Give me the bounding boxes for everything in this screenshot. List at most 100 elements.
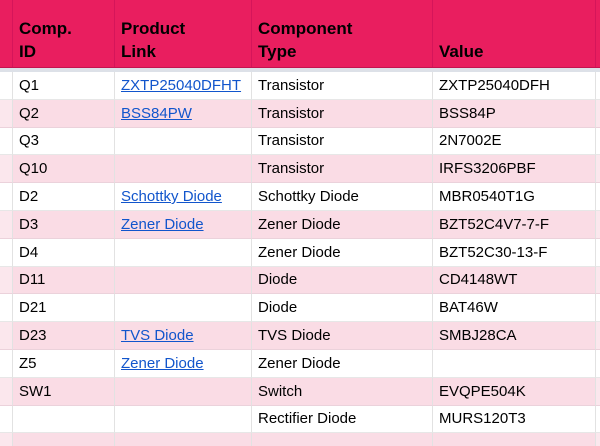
- cell-comp-id[interactable]: [13, 405, 115, 434]
- cell-component-type[interactable]: Diode: [252, 266, 433, 295]
- product-link[interactable]: ZXTP25040DFHT: [121, 76, 242, 94]
- cell-value[interactable]: CD4148WT: [433, 266, 596, 295]
- row-sliver-right[interactable]: [596, 238, 600, 267]
- row-sliver-left[interactable]: [0, 433, 13, 446]
- row-sliver-left[interactable]: [0, 155, 13, 184]
- cell-product-link[interactable]: ZXTP25040DFHT: [115, 72, 252, 100]
- cell-product-link[interactable]: [115, 266, 252, 295]
- row-sliver-right[interactable]: [596, 99, 600, 128]
- row-sliver-right[interactable]: [596, 266, 600, 295]
- product-link[interactable]: BSS84PW: [121, 104, 192, 122]
- cell-value[interactable]: 2N7002E: [433, 127, 596, 156]
- cell-comp-id[interactable]: D4: [13, 238, 115, 267]
- cell-product-link[interactable]: [115, 155, 252, 184]
- row-sliver-right[interactable]: [596, 155, 600, 184]
- cell-component-type[interactable]: [252, 433, 433, 446]
- header-component-type[interactable]: Component Type: [252, 0, 433, 67]
- cell-comp-id[interactable]: D3: [13, 210, 115, 239]
- cell-comp-id[interactable]: [13, 433, 115, 446]
- cell-product-link[interactable]: [115, 433, 252, 446]
- cell-comp-id[interactable]: D21: [13, 294, 115, 323]
- cell-value[interactable]: EVQPE504K: [433, 377, 596, 406]
- cell-component-type[interactable]: Diode: [252, 294, 433, 323]
- cell-component-type[interactable]: Zener Diode: [252, 238, 433, 267]
- cell-value[interactable]: [433, 349, 596, 378]
- product-link[interactable]: Zener Diode: [121, 354, 204, 372]
- row-sliver-right[interactable]: [596, 322, 600, 350]
- cell-component-type[interactable]: Rectifier Diode: [252, 405, 433, 434]
- row-sliver-right[interactable]: [596, 127, 600, 156]
- cell-value[interactable]: IRFS3206PBF: [433, 155, 596, 184]
- cell-product-link[interactable]: [115, 405, 252, 434]
- cell-component-type[interactable]: Switch: [252, 377, 433, 406]
- cell-product-link[interactable]: [115, 377, 252, 406]
- row-sliver-left[interactable]: [0, 127, 13, 156]
- cell-comp-id[interactable]: D11: [13, 266, 115, 295]
- cell-comp-id[interactable]: D23: [13, 322, 115, 350]
- cell-comp-id[interactable]: SW1: [13, 377, 115, 406]
- table-row: D2 Schottky Diode Schottky Diode MBR0540…: [0, 183, 600, 211]
- table-row: D23 TVS Diode TVS Diode SMBJ28CA: [0, 322, 600, 350]
- row-sliver-right[interactable]: [596, 294, 600, 323]
- cell-product-link[interactable]: Schottky Diode: [115, 183, 252, 211]
- row-sliver-left[interactable]: [0, 322, 13, 350]
- cell-value[interactable]: BZT52C30-13-F: [433, 238, 596, 267]
- row-sliver-left[interactable]: [0, 99, 13, 128]
- product-link[interactable]: Zener Diode: [121, 215, 204, 233]
- cell-value[interactable]: ZXTP25040DFH: [433, 72, 596, 100]
- row-sliver-left[interactable]: [0, 349, 13, 378]
- header-comp-id[interactable]: Comp. ID: [13, 0, 115, 67]
- cell-value[interactable]: BZT52C4V7-7-F: [433, 210, 596, 239]
- cell-value[interactable]: BSS84P: [433, 99, 596, 128]
- cell-component-type[interactable]: Transistor: [252, 99, 433, 128]
- cell-comp-id[interactable]: Q1: [13, 72, 115, 100]
- header-row: Comp. ID Product Link Component Type Val…: [0, 0, 600, 68]
- product-link[interactable]: TVS Diode: [121, 326, 194, 344]
- product-link[interactable]: Schottky Diode: [121, 187, 222, 205]
- header-sliver-left[interactable]: [0, 0, 13, 67]
- row-sliver-right[interactable]: [596, 72, 600, 100]
- header-value[interactable]: Value: [433, 0, 596, 67]
- cell-component-type[interactable]: Zener Diode: [252, 210, 433, 239]
- table-row: Rectifier Diode MURS120T3: [0, 405, 600, 434]
- cell-product-link[interactable]: [115, 238, 252, 267]
- cell-product-link[interactable]: TVS Diode: [115, 322, 252, 350]
- row-sliver-left[interactable]: [0, 238, 13, 267]
- row-sliver-left[interactable]: [0, 210, 13, 239]
- header-product-link[interactable]: Product Link: [115, 0, 252, 67]
- cell-comp-id[interactable]: Z5: [13, 349, 115, 378]
- cell-component-type[interactable]: Schottky Diode: [252, 183, 433, 211]
- cell-value[interactable]: [433, 433, 596, 446]
- cell-value[interactable]: SMBJ28CA: [433, 322, 596, 350]
- cell-product-link[interactable]: [115, 127, 252, 156]
- cell-product-link[interactable]: Zener Diode: [115, 349, 252, 378]
- cell-comp-id[interactable]: D2: [13, 183, 115, 211]
- cell-component-type[interactable]: Zener Diode: [252, 349, 433, 378]
- cell-value[interactable]: BAT46W: [433, 294, 596, 323]
- cell-comp-id[interactable]: Q10: [13, 155, 115, 184]
- row-sliver-right[interactable]: [596, 433, 600, 446]
- row-sliver-right[interactable]: [596, 349, 600, 378]
- cell-product-link[interactable]: Zener Diode: [115, 210, 252, 239]
- cell-comp-id[interactable]: Q3: [13, 127, 115, 156]
- row-sliver-left[interactable]: [0, 72, 13, 100]
- cell-product-link[interactable]: BSS84PW: [115, 99, 252, 128]
- cell-product-link[interactable]: [115, 294, 252, 323]
- row-sliver-left[interactable]: [0, 266, 13, 295]
- row-sliver-left[interactable]: [0, 377, 13, 406]
- cell-value[interactable]: MURS120T3: [433, 405, 596, 434]
- row-sliver-right[interactable]: [596, 210, 600, 239]
- cell-component-type[interactable]: Transistor: [252, 72, 433, 100]
- row-sliver-left[interactable]: [0, 183, 13, 211]
- row-sliver-right[interactable]: [596, 405, 600, 434]
- row-sliver-right[interactable]: [596, 377, 600, 406]
- row-sliver-right[interactable]: [596, 183, 600, 211]
- row-sliver-left[interactable]: [0, 294, 13, 323]
- cell-comp-id[interactable]: Q2: [13, 99, 115, 128]
- row-sliver-left[interactable]: [0, 405, 13, 434]
- header-sliver-right[interactable]: [596, 0, 600, 67]
- cell-component-type[interactable]: TVS Diode: [252, 322, 433, 350]
- cell-value[interactable]: MBR0540T1G: [433, 183, 596, 211]
- cell-component-type[interactable]: Transistor: [252, 155, 433, 184]
- cell-component-type[interactable]: Transistor: [252, 127, 433, 156]
